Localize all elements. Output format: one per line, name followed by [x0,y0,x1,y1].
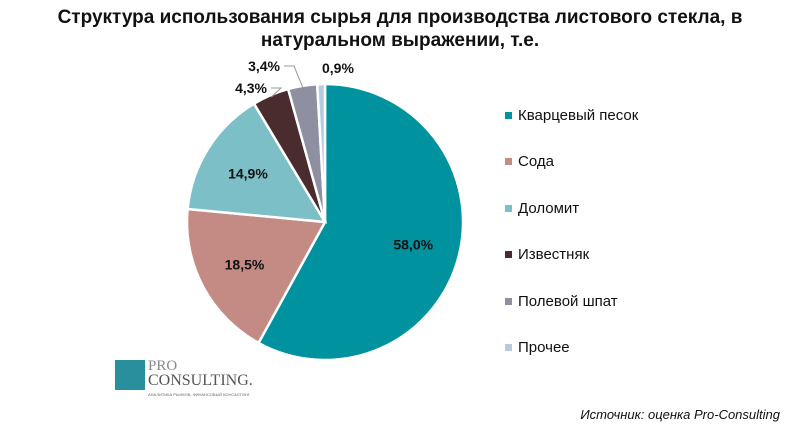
legend-item: Сода [505,139,638,186]
legend-swatch [505,251,512,259]
legend-swatch [505,158,512,166]
pie-slice-5 [315,82,327,223]
pie-slice-2 [186,101,328,224]
legend-swatch [505,297,512,305]
legend-item: Прочее [505,325,638,372]
legend-label: Известняк [518,246,590,264]
legend: Кварцевый песок Сода Доломит Известняк Полев… [505,92,638,371]
legend-swatch [505,344,512,352]
leader-line-4 [284,65,304,88]
logo-text-pro: PRO [148,358,178,374]
chart-title: Структура использования сырья для произв… [57,7,743,51]
logo-text-consulting: CONSULTING. [148,372,253,389]
data-label-3: 4,3% [235,80,267,96]
data-label-0: 58,0% [393,237,433,253]
legend-swatch [505,111,512,119]
legend-item: Известняк [505,232,638,279]
legend-label: Кварцевый песок [518,106,639,124]
data-label-1: 18,5% [225,257,265,273]
data-label-4: 3,4% [248,58,280,74]
source-note: Источник: оценка Pro-Consulting [580,407,780,422]
data-label-5: 0,9% [322,60,354,76]
pie-slice-1 [185,207,328,345]
legend-label: Полевой шпат [518,292,618,310]
logo-subtitle: АНАЛИТИКА РЫНКОВ, ФИНАНСОВЫЙ КОНСАЛТИНГ [148,392,250,397]
legend-label: Доломит [518,199,580,217]
legend-swatch [505,204,512,212]
leader-line-3 [271,87,283,98]
logo-emblem [115,360,145,390]
data-label-2: 14,9% [228,165,268,181]
legend-item: Доломит [505,185,638,232]
legend-label: Прочее [518,339,570,357]
legend-label: Сода [518,153,554,171]
pro-consulting-logo: PRO CONSULTING. АНАЛИТИКА РЫНКОВ, ФИНАНС… [115,358,265,400]
legend-item: Кварцевый песок [505,92,638,139]
pie-slice-0 [256,82,465,362]
legend-item: Полевой шпат [505,278,638,325]
